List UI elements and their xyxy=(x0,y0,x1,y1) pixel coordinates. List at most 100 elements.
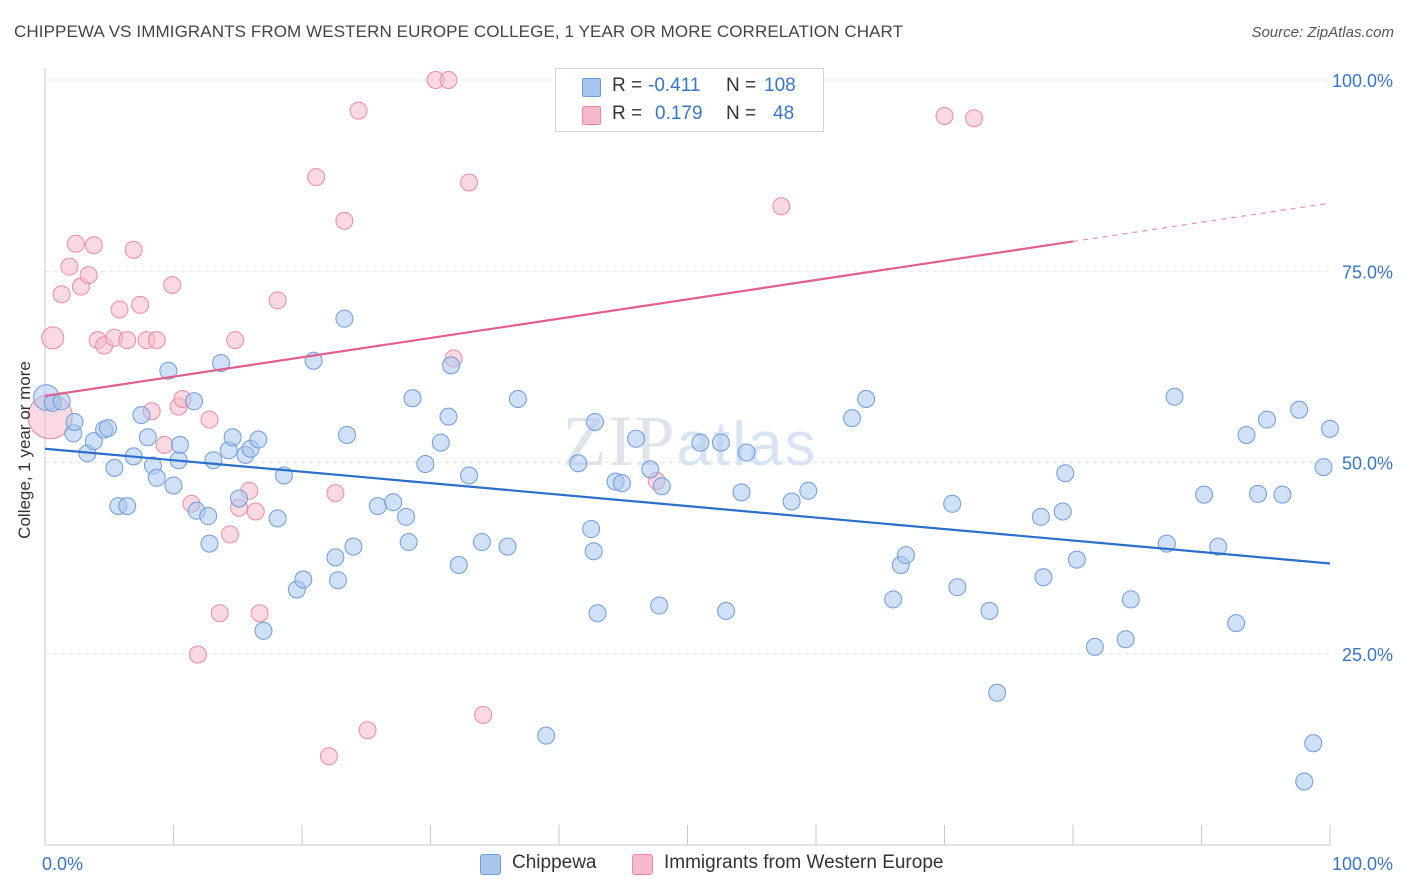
data-point xyxy=(254,621,273,640)
data-point xyxy=(988,683,1007,702)
data-point xyxy=(223,428,242,447)
data-point xyxy=(147,468,166,487)
y-tick-label: 25.0% xyxy=(1342,645,1393,665)
data-point xyxy=(131,295,150,314)
data-point xyxy=(368,497,387,516)
legend-swatch-chippewa xyxy=(582,78,601,97)
data-point xyxy=(1304,734,1323,753)
tick-labels: 25.0% 50.0% 75.0% 100.0% 0.0% 100.0% xyxy=(42,71,1393,874)
data-point xyxy=(326,548,345,567)
data-point xyxy=(842,409,861,428)
data-point xyxy=(199,507,218,526)
data-point xyxy=(1067,550,1086,569)
y-tick-label: 50.0% xyxy=(1342,454,1393,474)
data-point xyxy=(105,458,124,477)
data-point xyxy=(188,645,207,664)
data-point xyxy=(439,71,458,89)
data-point xyxy=(1290,400,1309,419)
legend-n-label: N = xyxy=(726,103,757,124)
data-point xyxy=(472,533,491,552)
data-point xyxy=(582,520,601,539)
legend-row-chippewa: R = -0.411 N = 108 xyxy=(556,73,823,101)
legend-n-value: 48 xyxy=(773,103,795,124)
data-point xyxy=(200,534,219,553)
trend-line-immigrants-extension xyxy=(1072,202,1331,243)
data-point xyxy=(138,428,157,447)
data-point xyxy=(98,419,117,438)
data-point xyxy=(537,726,556,745)
trend-line-immigrants xyxy=(44,240,1074,398)
bottom-legend-swatch-chippewa xyxy=(480,854,501,875)
data-point xyxy=(1237,425,1256,444)
data-point xyxy=(498,537,517,556)
data-point xyxy=(164,476,183,495)
data-point xyxy=(399,533,418,552)
data-point xyxy=(221,525,240,544)
data-point xyxy=(41,326,65,350)
data-point xyxy=(397,507,416,526)
y-axis-label-wrap: College, 1 year or more xyxy=(10,330,40,570)
data-point xyxy=(965,109,984,128)
data-point xyxy=(772,197,791,216)
data-point xyxy=(319,747,338,766)
legend-row-immigrants: R = 0.179 N = 48 xyxy=(556,101,823,129)
data-point xyxy=(711,433,730,452)
data-point xyxy=(652,477,671,496)
data-point xyxy=(1053,502,1072,521)
data-point xyxy=(344,537,363,556)
x-tick-label-max: 100.0% xyxy=(1332,854,1393,874)
data-point xyxy=(66,234,85,253)
data-point xyxy=(358,721,377,740)
data-point xyxy=(200,410,219,429)
data-point xyxy=(84,236,103,255)
trend-lines xyxy=(44,202,1331,565)
data-point xyxy=(1273,485,1292,504)
data-point xyxy=(1034,568,1053,587)
data-point xyxy=(980,601,999,620)
data-point xyxy=(268,291,287,310)
chippewa-points xyxy=(33,309,1339,791)
data-point xyxy=(650,596,669,615)
data-point xyxy=(460,466,479,485)
data-point xyxy=(799,481,818,500)
data-point xyxy=(1121,590,1140,609)
data-point xyxy=(442,356,461,375)
data-point xyxy=(508,390,527,409)
legend-r-label: R = xyxy=(612,103,643,124)
data-point xyxy=(349,101,368,120)
data-point xyxy=(943,494,962,513)
data-point xyxy=(384,493,403,512)
data-point xyxy=(439,407,458,426)
legend-n-value: 108 xyxy=(764,75,796,96)
data-point xyxy=(1195,485,1214,504)
data-point xyxy=(110,300,129,319)
x-tick-label-min: 0.0% xyxy=(42,854,83,874)
data-point xyxy=(118,497,137,516)
data-point xyxy=(691,433,710,452)
data-point xyxy=(335,211,354,230)
legend-r-label: R = xyxy=(612,75,643,96)
data-point xyxy=(449,556,468,575)
y-tick-label: 100.0% xyxy=(1332,71,1393,91)
data-point xyxy=(717,601,736,620)
data-point xyxy=(65,412,84,431)
data-point xyxy=(1258,410,1277,429)
data-point xyxy=(1056,464,1075,483)
data-point xyxy=(249,430,268,449)
data-point xyxy=(84,432,103,451)
data-point xyxy=(1249,484,1268,503)
data-point xyxy=(163,276,182,295)
data-point xyxy=(159,361,178,380)
correlation-legend: R = -0.411 N = 108 R = 0.179 N = 48 xyxy=(555,68,824,132)
data-point xyxy=(569,454,588,473)
data-point xyxy=(1314,458,1333,477)
data-point xyxy=(1031,507,1050,526)
data-point xyxy=(155,435,174,454)
data-point xyxy=(737,443,756,462)
data-point xyxy=(474,705,493,724)
data-point xyxy=(403,389,422,408)
data-point xyxy=(147,331,166,350)
legend-r-value: -0.411 xyxy=(648,75,701,96)
data-point xyxy=(896,546,915,565)
y-tick-label: 75.0% xyxy=(1342,262,1393,282)
